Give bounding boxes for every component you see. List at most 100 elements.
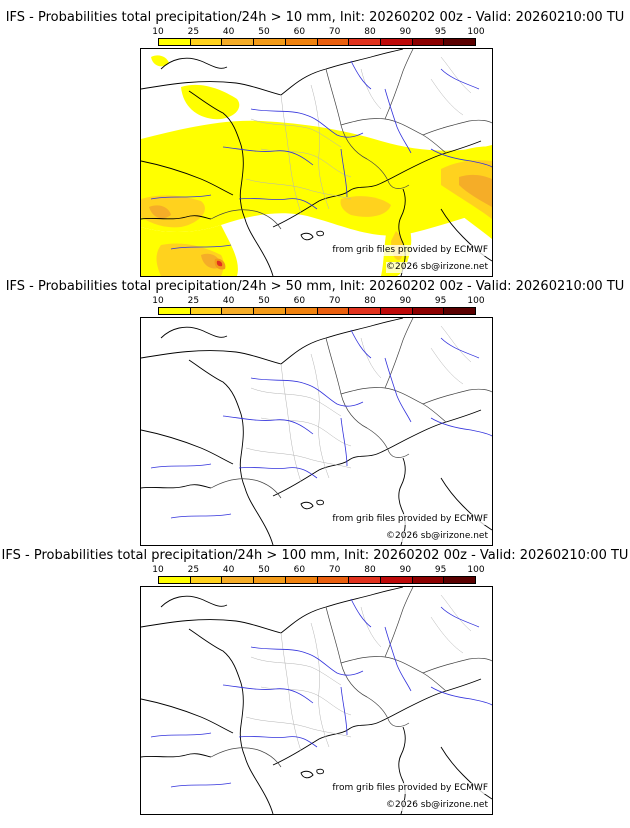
coastline	[316, 768, 324, 775]
national-border	[325, 337, 410, 458]
region-border	[360, 606, 382, 648]
coastline	[141, 587, 404, 634]
colorbar-tick-labels: 10 25 40 50 60 70 80 90 95 100	[152, 27, 484, 37]
national-border	[422, 388, 492, 405]
copyright-credit: ©2026 sb@irizone.net	[386, 262, 488, 273]
colorbar-tick-label: 90	[399, 296, 412, 306]
region-border	[250, 387, 342, 417]
region-border	[250, 656, 342, 686]
probability-colorbar: 10 25 40 50 60 70 80 90 95 100	[152, 27, 485, 49]
colorbar-tick-label: 50	[258, 27, 270, 37]
coastline	[188, 628, 274, 814]
national-border	[422, 657, 492, 674]
river-line	[350, 329, 372, 359]
forecast-map: from grib files provided by ECMWF ©2026 …	[140, 317, 493, 546]
panel-title: IFS - Probabilities total precipitation/…	[5, 10, 625, 25]
region-border	[360, 337, 382, 379]
national-border	[325, 68, 410, 189]
coastline	[316, 230, 324, 237]
copyright-credit: ©2026 sb@irizone.net	[386, 531, 488, 542]
river-line	[238, 198, 318, 210]
colorbar-segment	[285, 39, 318, 45]
river-line	[430, 686, 492, 706]
colorbar-segment	[190, 577, 223, 583]
probability-area	[156, 243, 224, 276]
data-source-credit: from grib files provided by ECMWF	[332, 783, 488, 794]
region-border	[430, 56, 472, 116]
colorbar-segment	[222, 577, 255, 583]
region-border	[430, 594, 472, 654]
basemap	[141, 318, 492, 545]
river-line	[350, 60, 372, 90]
colorbar-segment	[254, 308, 286, 314]
coastline	[188, 90, 274, 276]
colorbar-tick-label: 80	[364, 565, 376, 575]
colorbar-tick-label: 95	[434, 565, 447, 575]
forecast-map: from grib files provided by ECMWF ©2026 …	[140, 48, 493, 277]
colorbar-segment	[159, 39, 191, 45]
colorbar-segment	[444, 308, 476, 314]
colorbar-tick-label: 60	[293, 296, 306, 306]
coastline	[160, 326, 228, 339]
probability-area	[141, 195, 205, 228]
colorbar-tick-label: 50	[258, 296, 270, 306]
region-border	[250, 118, 342, 148]
colorbar-strip	[158, 307, 476, 315]
colorbar-segment	[412, 577, 445, 583]
national-border	[340, 656, 447, 692]
national-border	[340, 387, 447, 423]
river-line	[384, 357, 412, 423]
national-border	[210, 747, 282, 768]
coastline	[188, 359, 274, 545]
river-line	[384, 626, 412, 692]
probability-area	[151, 55, 169, 67]
colorbar-tick-label: 95	[434, 296, 447, 306]
coastline	[160, 57, 228, 70]
coastline	[398, 457, 406, 545]
colorbar-tick-label: 40	[222, 27, 235, 37]
colorbar-tick-label: 10	[152, 565, 164, 575]
colorbar-segment	[444, 577, 476, 583]
map-canvas	[141, 49, 492, 276]
probability-area	[149, 205, 171, 219]
national-border	[210, 478, 282, 499]
colorbar-tick-label: 70	[328, 27, 341, 37]
coastline	[141, 215, 212, 220]
national-border	[384, 587, 414, 658]
river-line	[170, 782, 232, 788]
colorbar-tick-labels: 10 25 40 50 60 70 80 90 95 100	[152, 296, 484, 306]
probability-area	[181, 84, 240, 120]
coastline	[141, 318, 404, 365]
panel-title: IFS - Probabilities total precipitation/…	[5, 279, 625, 294]
coastline	[141, 429, 234, 465]
coastline	[272, 409, 482, 497]
colorbar-tick-label: 25	[187, 565, 200, 575]
probability-area	[340, 196, 391, 217]
river-line	[250, 646, 364, 676]
colorbar-tick-label: 40	[222, 296, 235, 306]
national-border	[340, 118, 447, 154]
coastline	[141, 160, 234, 196]
colorbar-segment	[190, 308, 223, 314]
data-source-credit: from grib files provided by ECMWF	[332, 514, 488, 525]
river-line	[340, 686, 348, 736]
coastline	[141, 753, 212, 758]
map-canvas	[141, 587, 492, 814]
colorbar-strip	[158, 38, 476, 46]
colorbar-tick-label: 100	[467, 565, 485, 575]
forecast-map: from grib files provided by ECMWF ©2026 …	[140, 586, 493, 815]
colorbar-tick-labels: 10 25 40 50 60 70 80 90 95 100	[152, 565, 484, 575]
colorbar-tick-label: 40	[222, 565, 235, 575]
forecast-panel-100mm: IFS - Probabilities total precipitation/…	[0, 548, 630, 816]
national-border	[422, 119, 492, 136]
colorbar-segment	[349, 308, 381, 314]
colorbar-tick-label: 10	[152, 27, 164, 37]
coastline	[160, 595, 228, 608]
colorbar-tick-label: 95	[434, 27, 447, 37]
colorbar-segment	[444, 39, 476, 45]
national-border	[384, 49, 414, 120]
coastline	[316, 499, 324, 506]
coastline	[300, 501, 314, 510]
probability-colorbar: 10 25 40 50 60 70 80 90 95 100	[152, 565, 485, 587]
coastline	[398, 188, 406, 276]
